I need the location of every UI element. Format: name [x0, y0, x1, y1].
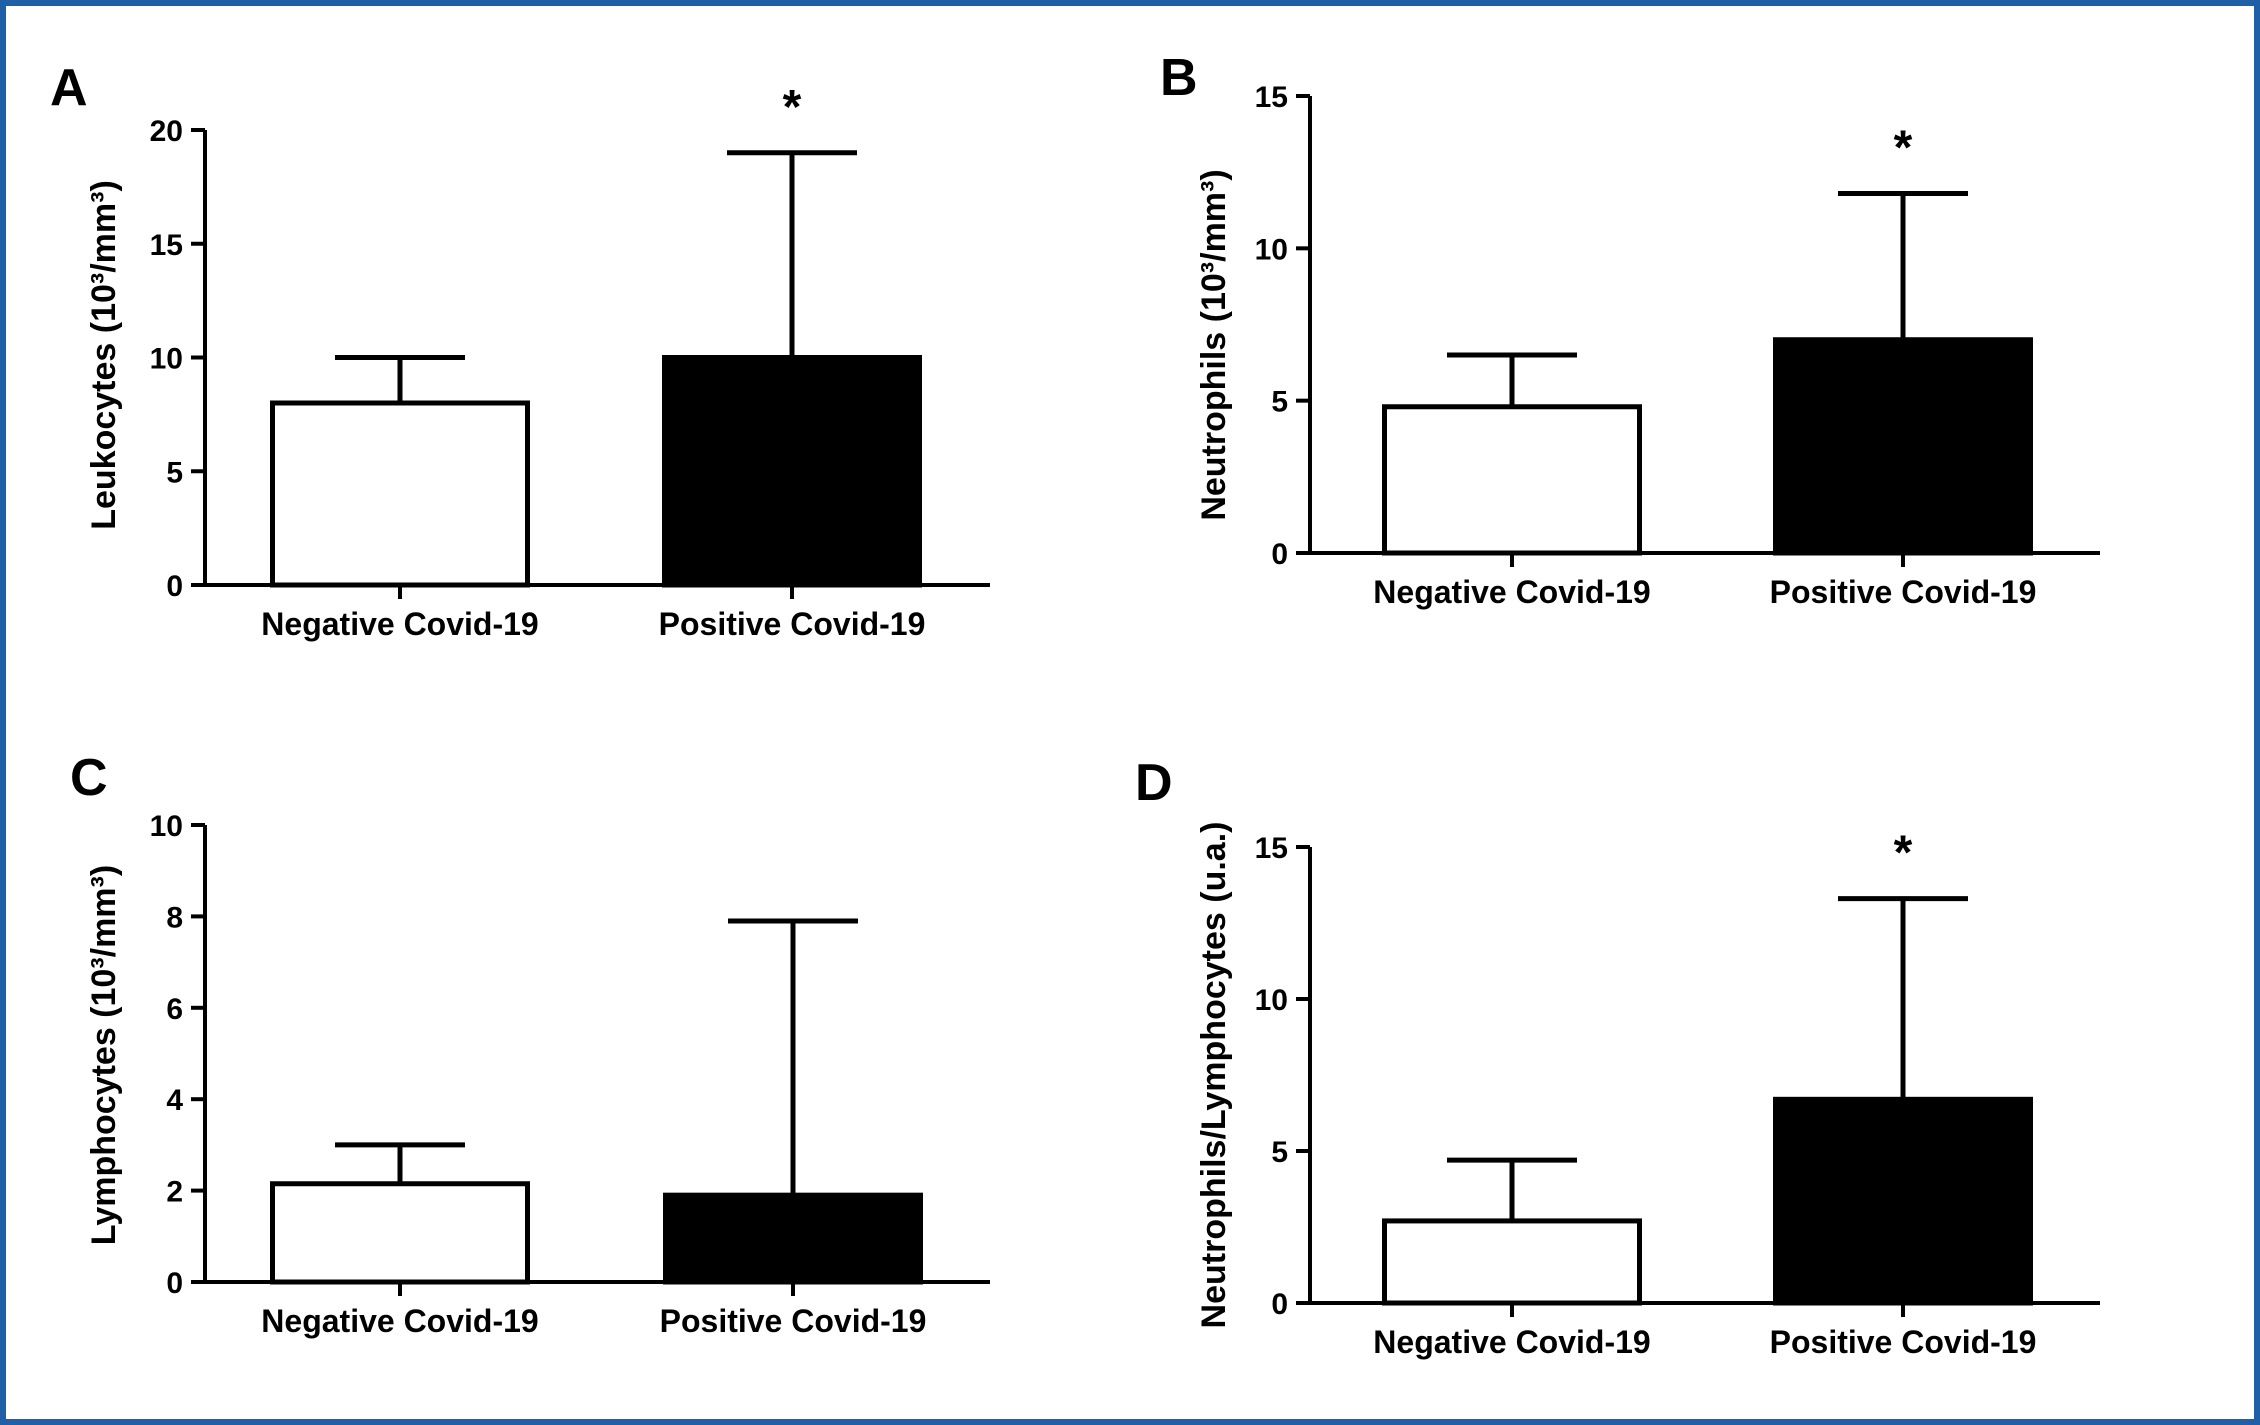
y-tick-label-b: 5 — [1271, 386, 1288, 419]
panel-letter-c: C — [70, 749, 108, 807]
y-tick-label-a: 0 — [166, 570, 183, 603]
y-tick-label-c: 8 — [166, 901, 183, 934]
y-tick-label-a: 20 — [150, 115, 183, 148]
bar-a-positive — [662, 355, 922, 588]
bar-d-positive — [1773, 1096, 2033, 1306]
y-tick-label-d: 5 — [1271, 1136, 1288, 1169]
y-tick-label-c: 6 — [166, 993, 183, 1026]
significance-marker-a: * — [783, 81, 802, 134]
y-tick-label-b: 0 — [1271, 538, 1288, 571]
y-tick-label-d: 15 — [1255, 832, 1288, 865]
significance-marker-b: * — [1894, 121, 1913, 174]
bar-b-positive — [1773, 337, 2033, 556]
y-axis-title-c: Lymphocytes (10³/mm³) — [85, 865, 123, 1245]
category-label-b-0: Negative Covid-19 — [1373, 574, 1650, 610]
panel-d: D Neutrophils/Lymphocytes (u.a.) — [1135, 754, 1233, 1328]
y-tick-label-c: 2 — [166, 1176, 183, 1209]
bar-a-negative — [270, 400, 530, 588]
y-axis-title-d: Neutrophils/Lymphocytes (u.a.) — [1195, 822, 1233, 1329]
category-label-c-0: Negative Covid-19 — [261, 1303, 538, 1339]
significance-marker-d: * — [1894, 827, 1913, 880]
y-tick-label-d: 10 — [1255, 984, 1288, 1017]
y-tick-label-a: 10 — [150, 343, 183, 376]
bar-b-negative — [1382, 404, 1642, 556]
bar-c-negative — [270, 1181, 530, 1285]
category-label-a-0: Negative Covid-19 — [261, 606, 538, 642]
category-label-a-1: Positive Covid-19 — [659, 606, 926, 642]
y-axis-title-a: Leukocytes (10³/mm³) — [85, 180, 123, 530]
y-tick-label-b: 15 — [1255, 81, 1288, 114]
panel-c: C Lymphocytes (10³/mm³) — [70, 749, 123, 1245]
y-tick-label-d: 0 — [1271, 1288, 1288, 1321]
category-label-d-0: Negative Covid-19 — [1373, 1324, 1650, 1360]
y-axis-title-b: Neutrophils (10³/mm³) — [1195, 169, 1233, 520]
y-tick-label-b: 10 — [1255, 233, 1288, 266]
panel-letter-b: B — [1160, 49, 1198, 107]
panel-letter-d: D — [1135, 754, 1173, 812]
panel-a: A Leukocytes (10³/mm³) — [50, 59, 123, 530]
category-label-b-1: Positive Covid-19 — [1770, 574, 2037, 610]
bar-c-positive — [663, 1192, 923, 1285]
y-tick-label-a: 15 — [150, 229, 183, 262]
y-tick-label-a: 5 — [166, 456, 183, 489]
y-tick-label-c: 4 — [166, 1084, 183, 1117]
bar-d-negative — [1382, 1218, 1642, 1306]
y-tick-label-c: 10 — [150, 810, 183, 843]
panel-letter-a: A — [50, 59, 88, 117]
y-tick-label-c: 0 — [166, 1267, 183, 1300]
category-label-c-1: Positive Covid-19 — [660, 1303, 927, 1339]
category-label-d-1: Positive Covid-19 — [1770, 1324, 2037, 1360]
panel-b: B Neutrophils (10³/mm³) — [1160, 49, 1233, 521]
